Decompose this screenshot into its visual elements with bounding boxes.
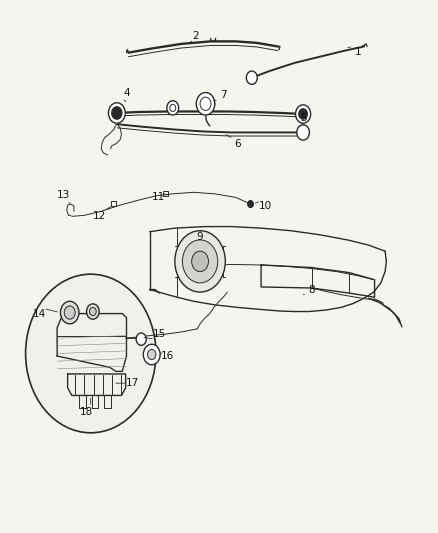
Text: 6: 6 (235, 139, 241, 149)
Text: 7: 7 (220, 90, 226, 100)
Circle shape (109, 103, 125, 123)
Text: 17: 17 (126, 378, 139, 388)
Circle shape (25, 274, 156, 433)
Text: 4: 4 (123, 87, 130, 98)
Circle shape (136, 333, 146, 345)
Text: 5: 5 (300, 113, 307, 123)
Text: 9: 9 (197, 232, 203, 242)
Circle shape (296, 105, 311, 123)
Text: 8: 8 (308, 285, 315, 295)
Circle shape (247, 200, 254, 208)
Circle shape (112, 107, 122, 119)
Circle shape (299, 109, 307, 119)
Circle shape (246, 71, 257, 84)
Circle shape (89, 308, 96, 316)
Circle shape (64, 306, 75, 319)
Text: 12: 12 (92, 212, 106, 221)
Text: 13: 13 (57, 190, 70, 200)
Text: 11: 11 (152, 192, 165, 203)
Text: 15: 15 (153, 329, 166, 339)
Circle shape (143, 344, 160, 365)
Circle shape (87, 304, 99, 319)
Circle shape (170, 104, 176, 111)
Circle shape (297, 125, 309, 140)
Circle shape (175, 231, 225, 292)
Circle shape (200, 97, 211, 110)
Circle shape (192, 251, 208, 272)
Text: 2: 2 (193, 31, 199, 41)
Text: 18: 18 (80, 407, 93, 417)
Text: 1: 1 (354, 46, 361, 56)
Text: 16: 16 (161, 351, 174, 361)
Circle shape (196, 93, 215, 115)
Circle shape (182, 240, 218, 283)
Circle shape (148, 350, 156, 360)
Text: 14: 14 (32, 309, 46, 319)
Text: 10: 10 (259, 201, 272, 211)
Circle shape (167, 101, 179, 115)
Circle shape (60, 301, 79, 324)
